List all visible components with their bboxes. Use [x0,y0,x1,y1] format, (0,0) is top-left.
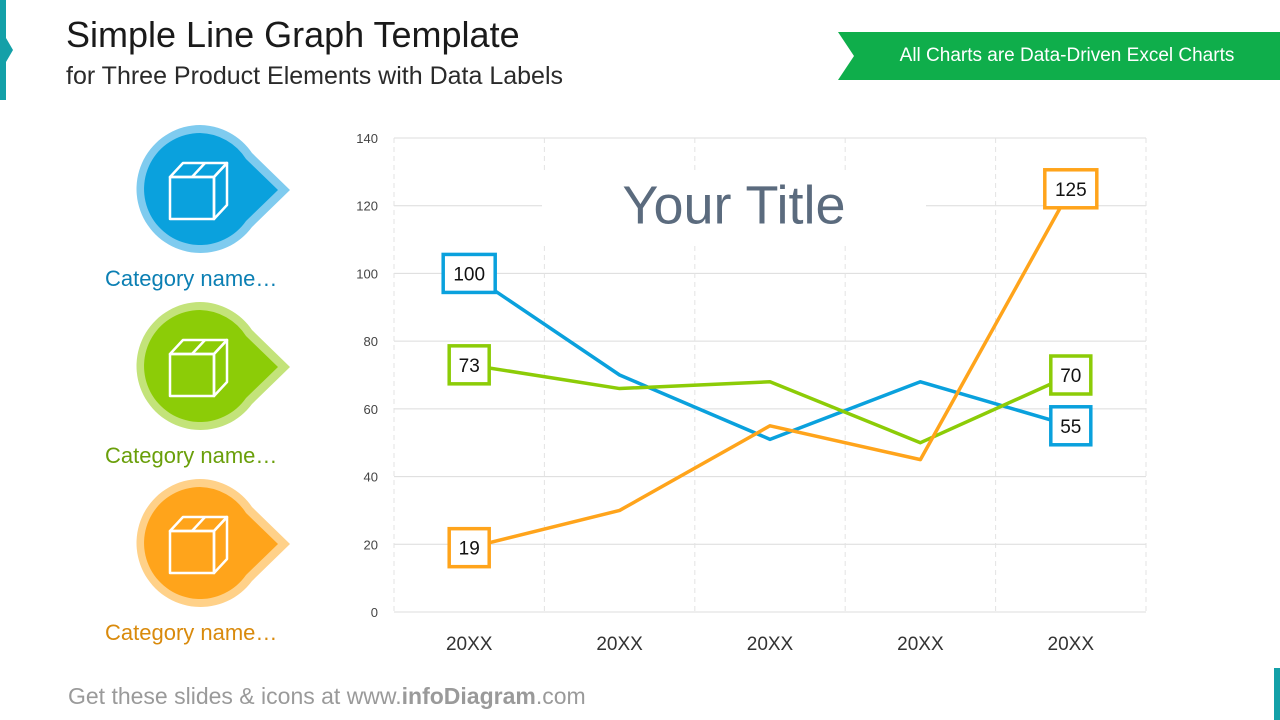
series-3-data-label-box [447,526,491,569]
left-accent-bar [0,0,6,100]
series-2-data-label: 73 [459,356,480,377]
footer-prefix: Get these slides & icons at www. [68,683,402,709]
page-title: Simple Line Graph Template [66,14,520,55]
category-1-label: Category name… [105,266,278,291]
y-tick-label: 120 [356,199,378,214]
y-tick-label: 40 [364,470,378,485]
footer-suffix: .com [535,683,586,709]
category-3-drop-icon [136,479,290,607]
ribbon-label: All Charts are Data-Driven Excel Charts [899,45,1235,66]
x-tick-label: 20XX [596,634,643,655]
series-1-data-label: 55 [1060,417,1081,438]
series-1-data-label-box [441,252,497,295]
y-tick-label: 80 [364,334,378,349]
category-3-label: Category name… [105,620,278,645]
left-accent-notch [6,38,13,62]
y-tick-label: 140 [356,131,378,146]
x-tick-label: 20XX [897,634,944,655]
page-subtitle: for Three Product Elements with Data Lab… [66,62,564,90]
category-1-drop-icon [136,125,290,253]
data-driven-ribbon: All Charts are Data-Driven Excel Charts [838,32,1280,80]
series-2-line [467,363,1073,445]
line-chart: 0 20 40 60 80 100 120 140 20XX 20XX 20XX 20XX 20XX Yo… [356,131,1147,655]
series-2-data-label-box [447,344,491,386]
x-tick-label: 20XX [747,634,794,655]
y-tick-label: 60 [364,402,378,417]
x-tick-label: 20XX [446,634,493,655]
series-1-line [467,271,1073,442]
x-tick-label: 20XX [1048,634,1095,655]
series-2-data-label-box [1049,354,1093,396]
y-tick-label: 0 [371,605,378,620]
series-1-data-label: 100 [453,264,485,285]
box-icon [168,338,229,398]
chart-title-backdrop [542,171,926,244]
series-3-data-label-box [1043,168,1099,210]
category-2-label: Category name… [105,443,278,468]
y-tick-label: 100 [356,266,378,281]
series-3-data-label: 19 [459,539,480,560]
footer-brand[interactable]: infoDiagram [401,683,536,709]
series-3-data-label: 125 [1055,180,1087,201]
ribbon-shape [838,32,1280,80]
category-2-drop-icon [136,302,290,430]
box-icon [168,161,229,221]
series-1-data-label-box [1049,405,1093,447]
chart-title: Your Title [622,176,845,236]
y-tick-label: 20 [364,537,378,552]
series-2-data-label: 70 [1060,366,1081,387]
box-icon [168,515,229,575]
right-accent-bar [1274,668,1280,720]
footer-credit: Get these slides & icons at www.infoDiag… [68,683,586,710]
series-3-line [467,187,1073,550]
